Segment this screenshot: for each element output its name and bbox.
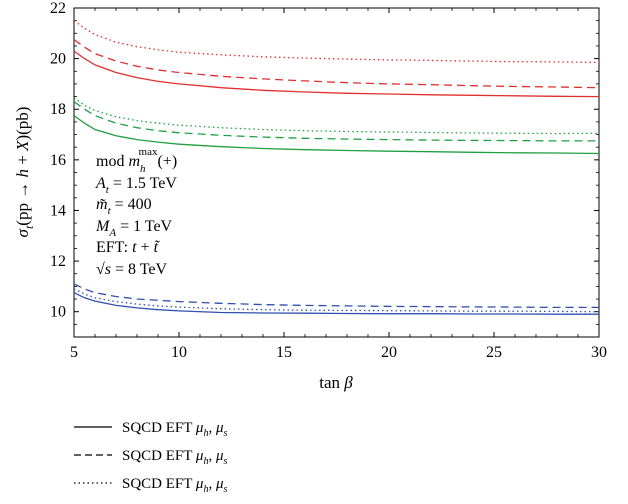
x-tick-label: 20	[381, 344, 397, 361]
legend-label-dashed: SQCD EFT μh, μs	[122, 448, 227, 467]
annotation-mt: m̃t = 400	[96, 196, 152, 217]
x-tick-label: 15	[276, 344, 292, 361]
series-line-8-dashed	[73, 283, 599, 309]
series-line-1-solid	[73, 50, 600, 98]
annotation-scenario: mod mhmax(+)	[96, 146, 177, 175]
series-line-5-dashed	[73, 101, 599, 142]
x-tick-label: 30	[591, 344, 607, 361]
series-line-3-dotted	[73, 20, 600, 64]
y-tick-label: 20	[50, 51, 66, 68]
legend-label-solid: SQCD EFT μh, μs	[122, 420, 227, 439]
series-line-9-dotted	[73, 288, 600, 313]
series-line-2-dashed	[73, 39, 600, 89]
series-line-4-solid	[73, 115, 600, 155]
y-axis-title: σt(pp → h + X)(pb)	[13, 107, 36, 238]
y-tick-label: 18	[50, 101, 66, 118]
series-line-7-solid	[73, 292, 599, 315]
x-tick-label: 25	[486, 344, 502, 361]
x-axis-title: tan β	[319, 373, 353, 392]
x-tick-label: 5	[70, 344, 78, 361]
annotation-sqrt-s: √s = 8 TeV	[96, 261, 168, 278]
x-tick-label: 10	[171, 344, 187, 361]
legend: SQCD EFT μh, μs SQCD EFT μh, μs SQCD EFT…	[74, 420, 227, 495]
series-layer	[73, 20, 600, 315]
y-tick-label: 10	[50, 304, 66, 321]
y-tick-label: 22	[50, 0, 66, 17]
annotation-eft: EFT: t + t̃	[96, 239, 161, 256]
legend-label-dotted: SQCD EFT μh, μs	[122, 476, 227, 495]
axis-ticks: 5 10 15 20 25 30 10 12 14 16 18 20 22	[50, 0, 607, 361]
annotation-block: mod mhmax(+) At = 1.5 TeV m̃t = 400 MA =…	[95, 146, 177, 278]
plot-frame	[73, 7, 600, 338]
annotation-ma: MA = 1 TeV	[95, 218, 173, 239]
y-tick-label: 14	[50, 202, 66, 219]
series-line-6-dotted	[73, 97, 600, 135]
y-tick-label: 12	[50, 253, 66, 270]
annotation-at: At = 1.5 TeV	[95, 175, 177, 196]
y-tick-label: 16	[50, 152, 66, 169]
